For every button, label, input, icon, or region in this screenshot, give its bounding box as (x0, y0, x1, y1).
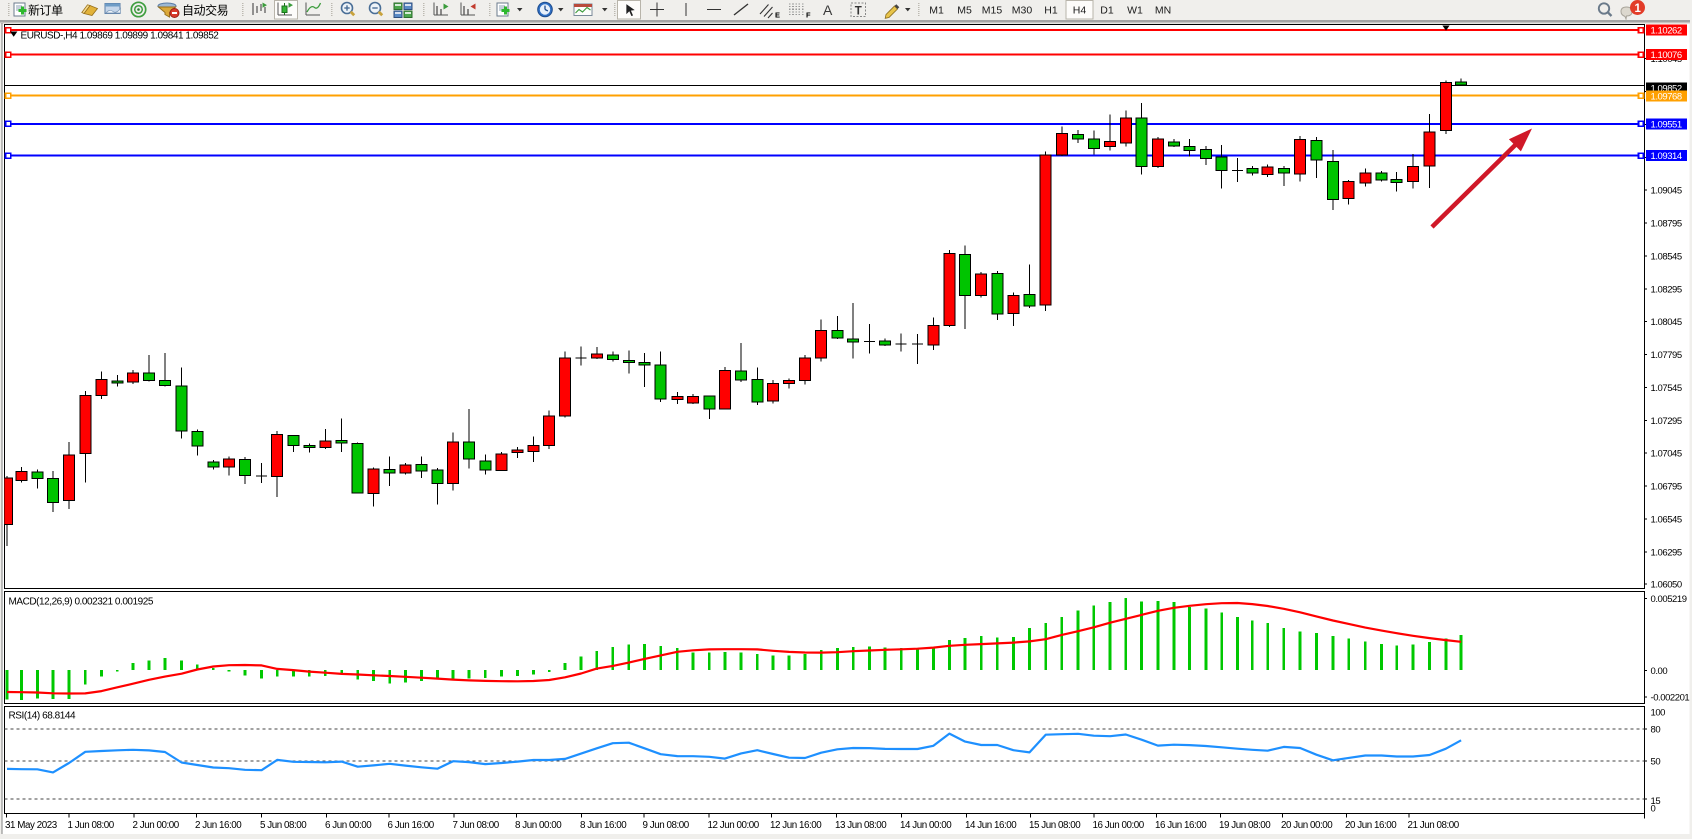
svg-text:W1: W1 (1127, 5, 1143, 17)
svg-text:0: 0 (1651, 804, 1656, 815)
svg-text:5 Jun 08:00: 5 Jun 08:00 (260, 820, 307, 831)
svg-text:1 Jun 08:00: 1 Jun 08:00 (68, 820, 115, 831)
svg-text:6 Jun 16:00: 6 Jun 16:00 (388, 820, 435, 831)
svg-text:1.08545: 1.08545 (1651, 251, 1682, 262)
svg-text:EURUSD-,H4 1.09869 1.09899 1.: EURUSD-,H4 1.09869 1.09899 1.09841 1.098… (21, 31, 220, 42)
svg-text:21 Jun 08:00: 21 Jun 08:00 (1408, 820, 1460, 831)
svg-text:1.06545: 1.06545 (1651, 514, 1682, 525)
svg-text:1.07045: 1.07045 (1651, 449, 1682, 460)
svg-text:E: E (775, 11, 780, 20)
svg-text:0.005219: 0.005219 (1651, 594, 1687, 605)
svg-text:新订单: 新订单 (28, 3, 63, 18)
svg-text:1.07295: 1.07295 (1651, 416, 1682, 427)
svg-text:7 Jun 08:00: 7 Jun 08:00 (453, 820, 500, 831)
svg-text:1.09852: 1.09852 (1651, 83, 1682, 94)
svg-text:100: 100 (1651, 708, 1666, 719)
svg-text:31 May 2023: 31 May 2023 (5, 820, 58, 831)
svg-text:14 Jun 16:00: 14 Jun 16:00 (965, 820, 1017, 831)
svg-text:MN: MN (1155, 5, 1171, 17)
svg-text:1.10076: 1.10076 (1651, 50, 1682, 61)
svg-text:20 Jun 00:00: 20 Jun 00:00 (1281, 820, 1333, 831)
svg-text:19 Jun 08:00: 19 Jun 08:00 (1219, 820, 1271, 831)
svg-text:1.10262: 1.10262 (1651, 26, 1682, 37)
svg-text:M1: M1 (929, 5, 944, 17)
svg-text:1.09768: 1.09768 (1651, 92, 1682, 103)
svg-text:15 Jun 08:00: 15 Jun 08:00 (1029, 820, 1081, 831)
svg-text:1.06795: 1.06795 (1651, 482, 1682, 493)
svg-text:M30: M30 (1012, 5, 1033, 17)
svg-text:2 Jun 00:00: 2 Jun 00:00 (133, 820, 180, 831)
svg-text:6 Jun 00:00: 6 Jun 00:00 (325, 820, 372, 831)
svg-text:1.08045: 1.08045 (1651, 317, 1682, 328)
svg-text:12 Jun 16:00: 12 Jun 16:00 (770, 820, 822, 831)
svg-text:8 Jun 16:00: 8 Jun 16:00 (580, 820, 627, 831)
svg-text:D1: D1 (1100, 5, 1114, 17)
svg-text:1.08295: 1.08295 (1651, 284, 1682, 295)
svg-text:1.09551: 1.09551 (1651, 119, 1682, 130)
svg-text:16 Jun 00:00: 16 Jun 00:00 (1093, 820, 1145, 831)
svg-text:M15: M15 (982, 5, 1003, 17)
svg-text:-0.002201: -0.002201 (1651, 693, 1690, 704)
svg-text:H1: H1 (1044, 5, 1058, 17)
svg-text:1.09045: 1.09045 (1651, 186, 1682, 197)
svg-text:12 Jun 00:00: 12 Jun 00:00 (708, 820, 760, 831)
svg-text:13 Jun 08:00: 13 Jun 08:00 (835, 820, 887, 831)
svg-text:16 Jun 16:00: 16 Jun 16:00 (1155, 820, 1207, 831)
svg-text:M5: M5 (957, 5, 972, 17)
svg-text:15: 15 (1651, 796, 1661, 807)
svg-text:80: 80 (1651, 724, 1661, 735)
svg-text:8 Jun 00:00: 8 Jun 00:00 (515, 820, 562, 831)
svg-text:20 Jun 16:00: 20 Jun 16:00 (1345, 820, 1397, 831)
svg-text:1.07795: 1.07795 (1651, 350, 1682, 361)
svg-text:0.00: 0.00 (1651, 666, 1668, 677)
svg-text:1: 1 (1635, 3, 1642, 15)
svg-text:1.06050: 1.06050 (1651, 580, 1682, 591)
svg-text:MACD(12,26,9) 0.002321 0.00192: MACD(12,26,9) 0.002321 0.001925 (9, 597, 154, 608)
svg-text:A: A (823, 2, 833, 18)
svg-text:F: F (806, 11, 811, 20)
svg-text:1.06295: 1.06295 (1651, 547, 1682, 558)
svg-text:2 Jun 16:00: 2 Jun 16:00 (195, 820, 242, 831)
svg-text:T: T (855, 6, 862, 18)
svg-text:RSI(14) 68.8144: RSI(14) 68.8144 (9, 711, 77, 722)
svg-text:1.08795: 1.08795 (1651, 219, 1682, 230)
svg-text:1.07545: 1.07545 (1651, 383, 1682, 394)
svg-text:9 Jun 08:00: 9 Jun 08:00 (643, 820, 690, 831)
svg-text:14 Jun 00:00: 14 Jun 00:00 (900, 820, 952, 831)
svg-text:50: 50 (1651, 757, 1661, 768)
svg-text:H4: H4 (1073, 5, 1087, 17)
svg-text:自动交易: 自动交易 (182, 3, 228, 18)
svg-text:1.09314: 1.09314 (1651, 151, 1682, 162)
